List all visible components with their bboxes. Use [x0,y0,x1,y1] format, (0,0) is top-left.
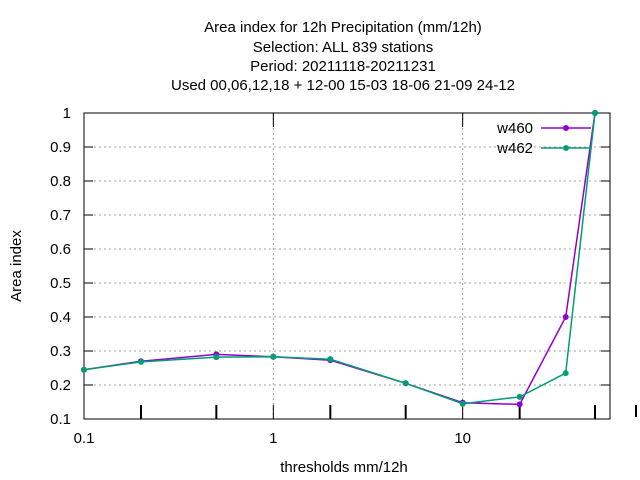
data-point-w462 [562,370,569,377]
x-tick-label: 0.1 [74,430,95,447]
title-line-2: Selection: ALL 839 stations [253,39,433,56]
data-point-w462 [327,356,334,363]
y-tick-label: 0.3 [50,343,71,360]
title-line-4: Used 00,06,12,18 + 12-00 15-03 18-06 21-… [171,77,515,94]
title-line-3: Period: 20211118-20211231 [250,58,436,75]
series [81,110,599,408]
y-tick-label: 0.2 [50,377,71,394]
y-tick-label: 0.4 [50,309,71,326]
legend-marker-w462 [563,145,569,151]
y-tick-label: 1 [63,105,71,122]
legend: w460 w462 [496,120,591,157]
plot-frame [83,112,611,420]
data-point-w462 [516,393,523,400]
x-tick-label: 10 [454,430,471,447]
axis-ticks: 0.1 0.2 0.3 0.4 0.5 0.6 0.7 0.8 0.9 1 0.1 1 10 [50,105,637,447]
data-point-w460 [516,401,523,408]
data-point-w462 [459,400,466,407]
chart-title: Area index for 12h Precipitation (mm/12h… [171,19,515,94]
y-tick-label: 0.7 [50,207,71,224]
x-tick-label: 1 [269,430,277,447]
y-tick-label: 0.9 [50,139,71,156]
x-axis-label: thresholds mm/12h [280,459,408,476]
data-point-w462 [270,353,277,360]
y-tick-label: 0.8 [50,173,71,190]
legend-label-w460: w460 [496,120,533,137]
title-line-1: Area index for 12h Precipitation (mm/12h… [204,19,482,36]
legend-label-w462: w462 [496,140,533,157]
y-tick-label: 0.1 [50,411,71,428]
series-line-w462 [83,112,596,405]
data-point-w462 [213,354,220,361]
data-point-w460 [562,314,569,320]
data-point-w462 [137,358,144,365]
y-tick-label: 0.5 [50,275,71,292]
y-axis-label: Area index [8,230,25,302]
data-point-w462 [81,366,87,373]
data-point-w462 [592,110,599,116]
y-tick-label: 0.6 [50,241,71,258]
legend-marker-w460 [563,125,569,131]
grid-lines [84,113,610,419]
data-point-w462 [402,380,409,387]
